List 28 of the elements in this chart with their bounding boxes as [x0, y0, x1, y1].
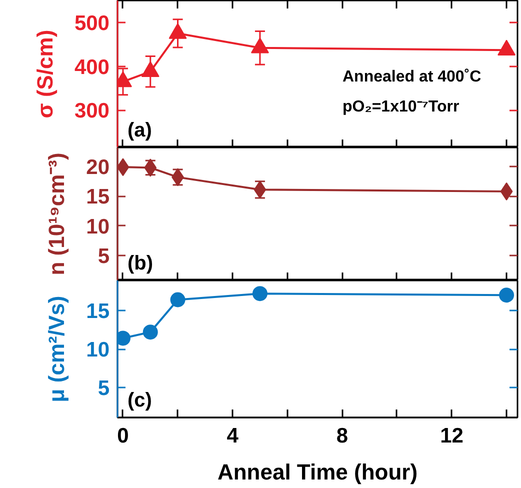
y-tick-label: 15 — [86, 186, 110, 209]
point — [170, 292, 186, 308]
x-tick-label: 12 — [440, 424, 464, 448]
annotation: pO₂=1x10⁻⁷Torr — [342, 98, 460, 116]
y-tick-label: 10 — [86, 338, 110, 362]
annotation: (a) — [128, 120, 152, 142]
annotation: (c) — [128, 390, 152, 412]
y-tick-label: 5 — [98, 376, 110, 400]
point — [500, 182, 513, 200]
y-axis-title: n (10¹⁹cm⁻³) — [44, 152, 70, 276]
y-tick-label: 15 — [86, 300, 110, 324]
point — [252, 286, 268, 302]
y-axis-title: σ (S/cm) — [32, 30, 58, 118]
point — [142, 324, 158, 340]
annotation: (b) — [128, 252, 154, 274]
y-tick-label: 5 — [98, 245, 110, 268]
annotation: Annealed at 400˚C — [342, 68, 482, 86]
y-tick-label: 20 — [86, 156, 110, 179]
y-tick-label: 500 — [74, 12, 110, 35]
x-tick-label: 8 — [336, 424, 348, 448]
y-tick-label: 300 — [74, 100, 110, 123]
x-tick-label: 0 — [117, 424, 129, 448]
y-tick-label: 400 — [74, 56, 110, 79]
y-tick-label: 10 — [86, 215, 110, 238]
x-tick-label: 4 — [226, 424, 239, 448]
x-axis-title: Anneal Time (hour) — [217, 460, 418, 484]
y-axis-title: μ (cm²/Vs) — [44, 296, 70, 402]
point — [499, 288, 514, 303]
